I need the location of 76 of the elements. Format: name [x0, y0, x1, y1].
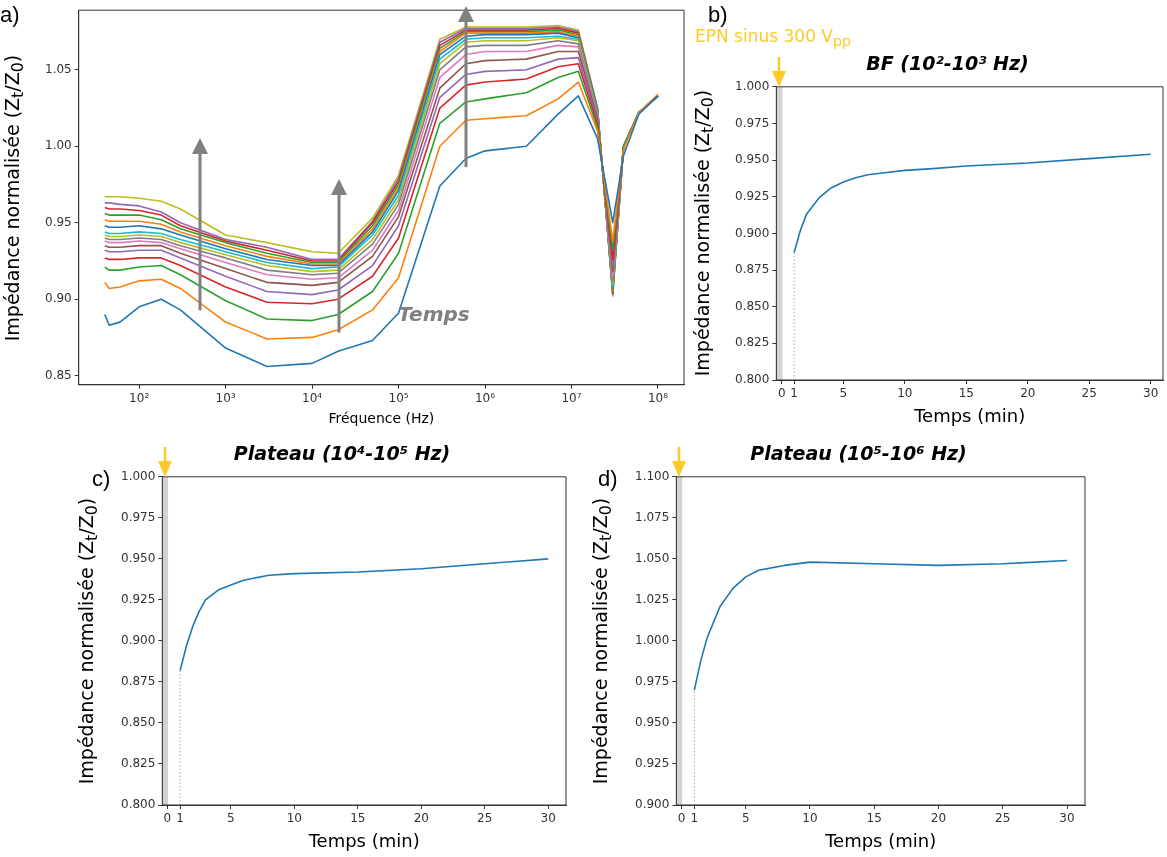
y-tick-label: 0.800 [734, 372, 770, 387]
y-tick-label: 1.000 [634, 633, 670, 648]
chart-title: BF (10²-10³ Hz) [866, 52, 1029, 75]
x-tick-label: 10³ [215, 391, 236, 406]
x-tick-label: 10 [802, 811, 818, 826]
y-tick-label: 0.900 [634, 797, 670, 812]
x-tick-label: 10 [286, 811, 302, 826]
y-tick-label: 1.100 [634, 468, 670, 483]
x-tick-label: 25 [995, 811, 1011, 826]
text: a) [0, 2, 20, 28]
x-axis-title: Temps (min) [307, 829, 420, 851]
y-tick-label: 0.925 [634, 756, 670, 771]
x-tick-label: 10 [897, 386, 913, 401]
y-tick-label: 0.825 [734, 335, 770, 350]
x-tick-label: 10⁶ [474, 391, 496, 406]
x-axis-title: Temps (min) [824, 829, 937, 851]
x-tick-label: 10⁷ [561, 391, 582, 406]
x-tick-label: 20 [413, 811, 429, 826]
y-tick-label: 0.925 [120, 592, 156, 606]
x-tick-label: 20 [930, 811, 947, 826]
y-tick-label: 1.000 [120, 468, 156, 483]
y-tick-label: 1.050 [634, 550, 670, 565]
x-tick-label: 30 [540, 811, 556, 826]
x-tick-label: 25 [1081, 386, 1097, 401]
y-tick-label: 0.950 [634, 715, 670, 730]
x-tick-label: 20 [1020, 386, 1036, 401]
x-tick-label: 25 [477, 811, 493, 826]
x-tick-label: 0 [778, 386, 786, 401]
y-tick-label: 1.05 [45, 61, 72, 76]
y-tick-label: 1.000 [734, 78, 770, 93]
x-tick-label: 1 [176, 811, 184, 826]
y-tick-label: 0.900 [120, 633, 156, 648]
y-tick-label: 1.025 [634, 592, 670, 606]
y-tick-label: 0.875 [120, 674, 156, 689]
y-tick-label: 0.950 [120, 550, 156, 565]
y-tick-label: 0.925 [734, 188, 770, 203]
x-tick-label: 10⁵ [388, 391, 409, 406]
text: EPN sinus 300 V$_{pp}$ [695, 26, 851, 50]
x-tick-label: 30 [1143, 386, 1159, 401]
text: d) [598, 466, 618, 492]
x-tick-label: 5 [741, 811, 750, 826]
y-tick-label: 0.975 [120, 509, 156, 524]
x-tick-label: 5 [227, 811, 235, 826]
x-tick-label: 15 [350, 811, 366, 826]
chart-title: Plateau (10⁴-10⁵ Hz) [233, 442, 451, 465]
x-tick-label: 10⁴ [302, 391, 323, 406]
x-tick-label: 15 [866, 811, 882, 826]
y-tick-label: 0.900 [734, 225, 770, 240]
x-tick-label: 10⁸ [647, 391, 669, 406]
y-tick-label: 0.85 [45, 367, 72, 382]
x-tick-label: 0 [677, 811, 686, 826]
y-tick-label: 1.075 [634, 509, 670, 524]
x-tick-label: 10² [129, 391, 150, 406]
y-tick-label: 0.90 [45, 291, 72, 306]
y-tick-label: 0.875 [734, 262, 770, 277]
x-tick-label: 0 [163, 811, 172, 826]
y-tick-label: 0.950 [734, 152, 770, 167]
x-tick-label: 1 [790, 386, 798, 401]
x-tick-label: 1 [690, 811, 699, 826]
y-tick-label: 0.800 [120, 797, 156, 812]
y-tick-label: 0.95 [45, 214, 72, 229]
chart-title: Plateau (10⁵-10⁶ Hz) [750, 442, 967, 465]
y-tick-label: 0.850 [734, 298, 770, 313]
text: b) [708, 2, 728, 28]
x-axis-title: Temps (min) [913, 404, 1026, 426]
x-axis-title: Fréquence (Hz) [328, 410, 435, 427]
annotation: Temps [398, 302, 470, 326]
x-tick-label: 5 [839, 386, 848, 401]
y-tick-label: 0.975 [634, 674, 670, 689]
text: c) [92, 466, 111, 492]
y-tick-label: 1.00 [45, 138, 72, 153]
y-tick-label: 0.825 [120, 756, 156, 771]
x-tick-label: 30 [1059, 811, 1075, 826]
y-tick-label: 0.850 [120, 715, 156, 730]
y-tick-label: 0.975 [734, 115, 770, 130]
x-tick-label: 15 [958, 386, 974, 401]
